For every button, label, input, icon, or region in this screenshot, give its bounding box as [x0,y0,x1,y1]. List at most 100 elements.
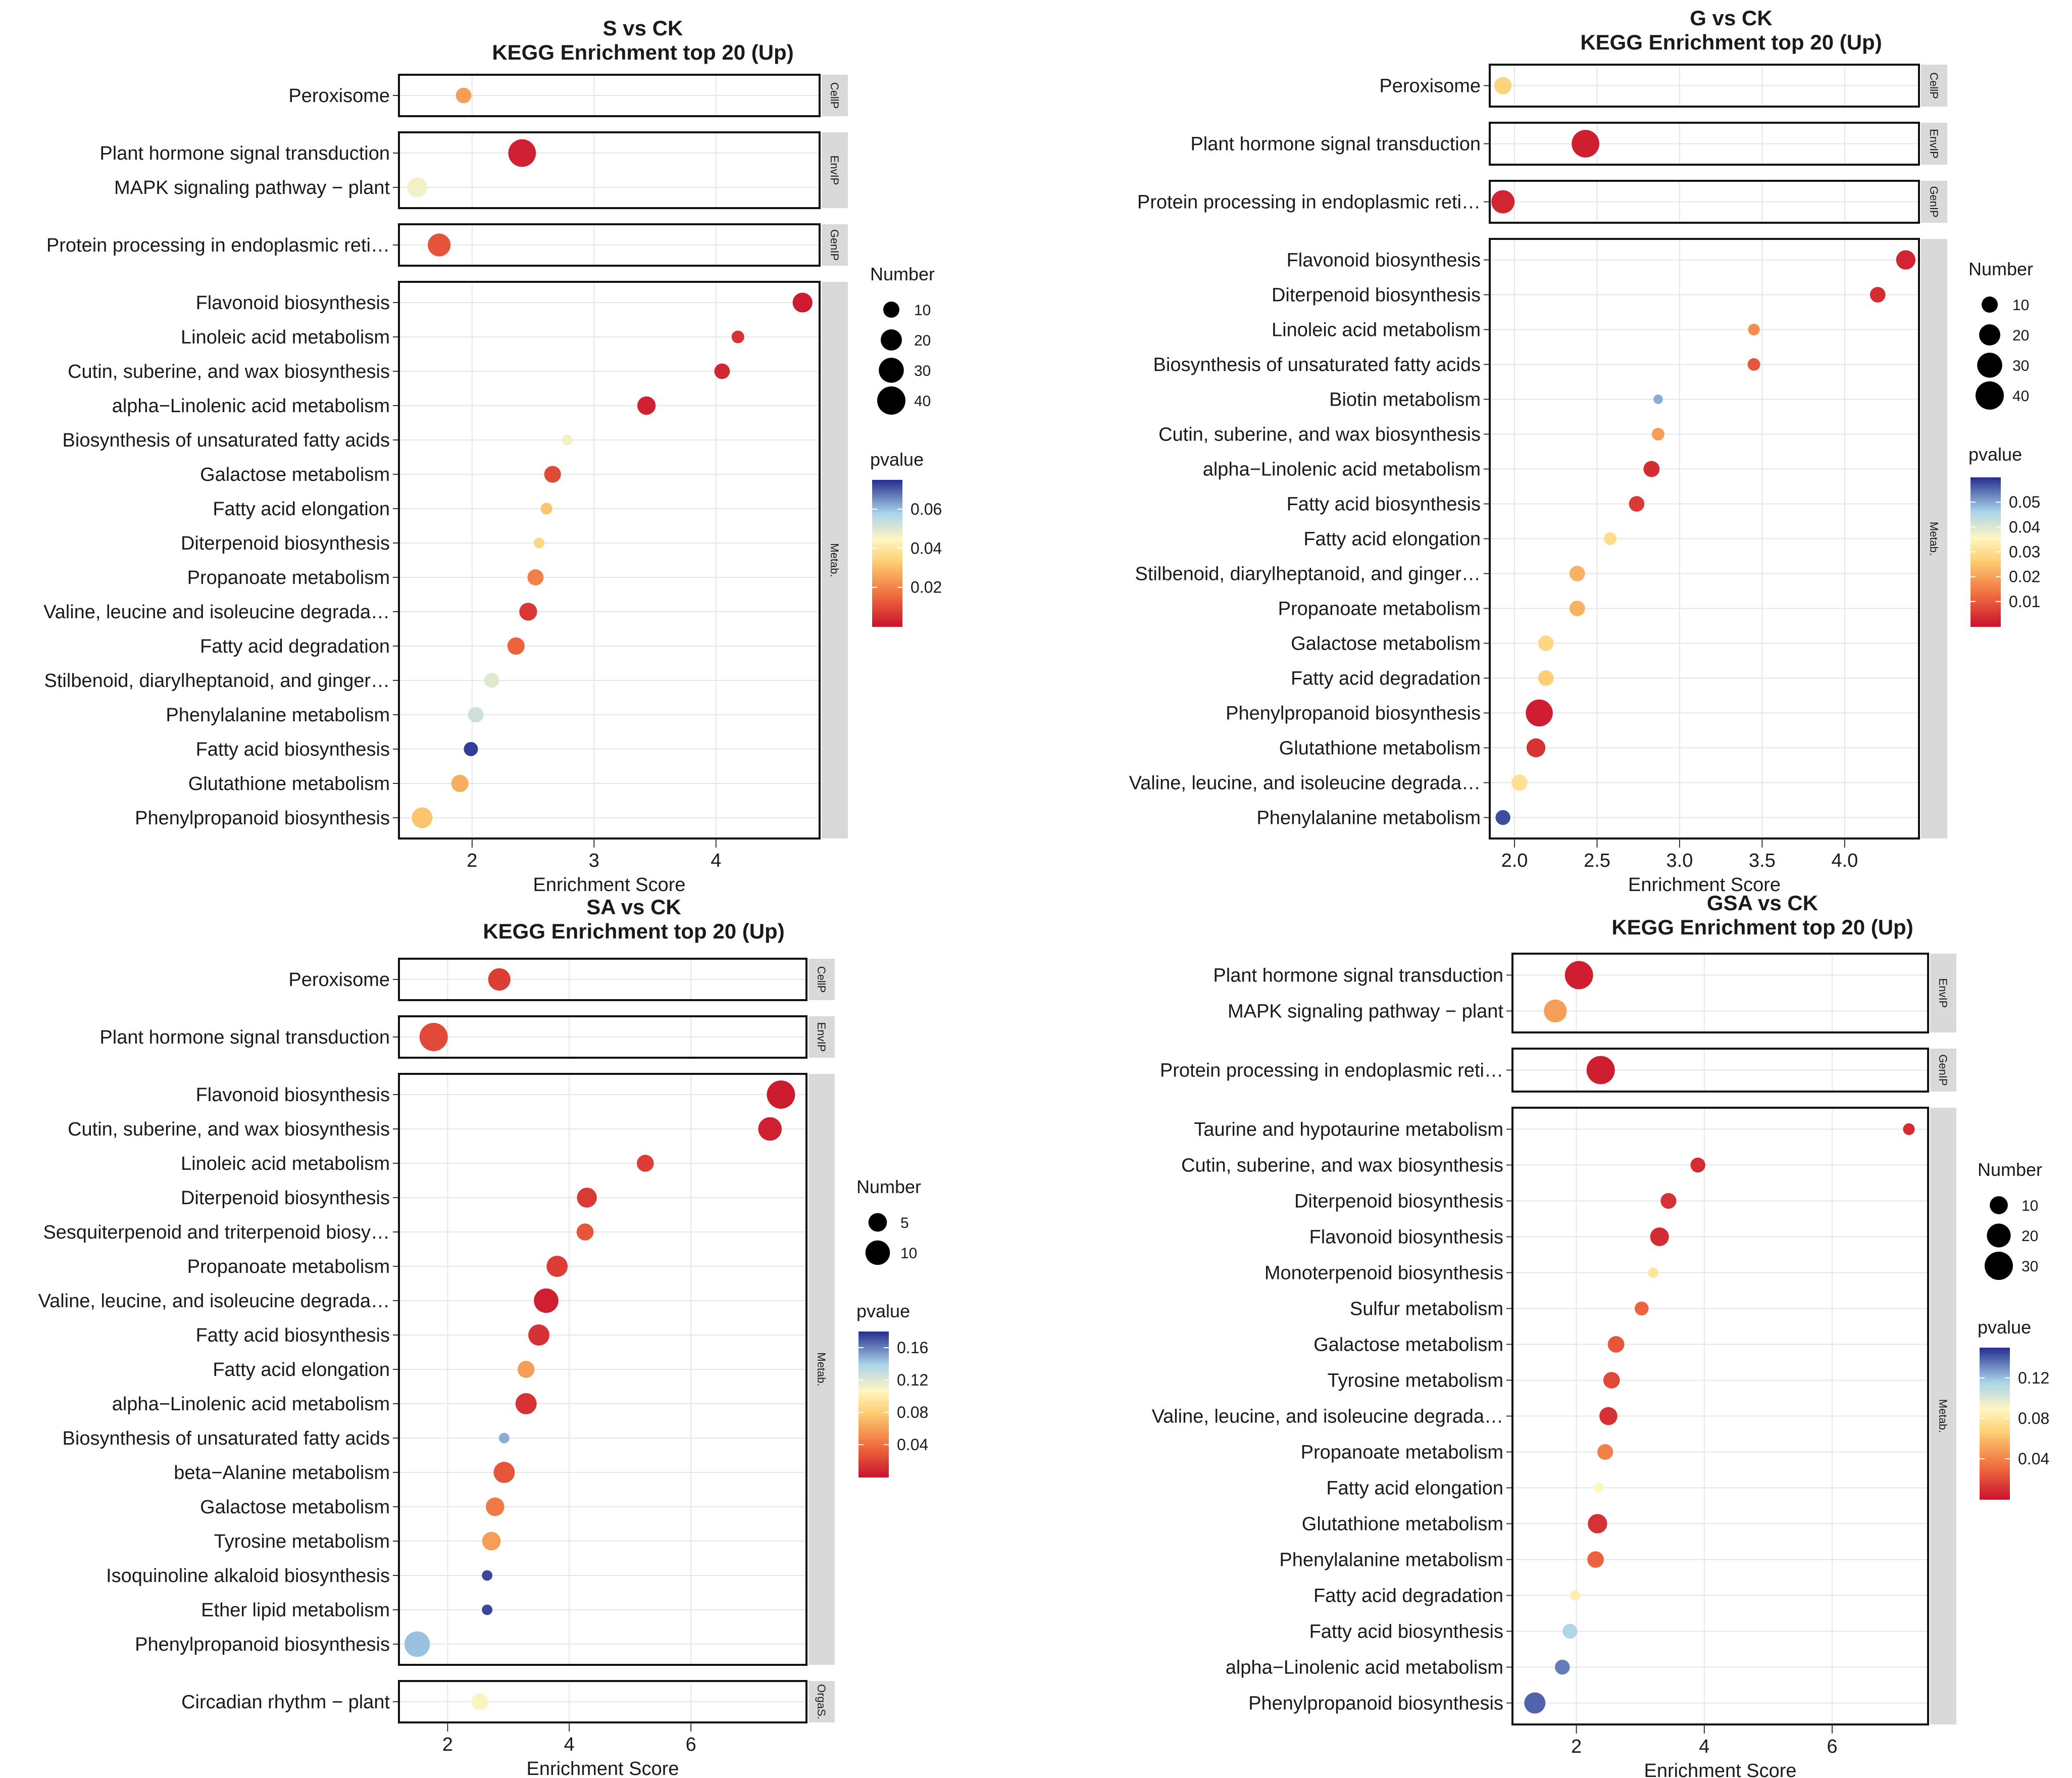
data-point [456,87,472,104]
colorbar-segment [872,551,902,554]
term-label: Fatty acid degradation [1291,668,1481,689]
colorbar-segment [1980,1446,2010,1449]
colorbar-segment [858,1397,889,1400]
data-point [1586,1056,1615,1084]
facet-strip [1921,123,1947,165]
colorbar-segment [1980,1441,2010,1444]
colorbar-segment [872,526,902,529]
colorbar-segment [858,1465,889,1468]
term-label: beta−Alanine metabolism [174,1462,390,1484]
colorbar-segment [1980,1386,2010,1389]
facet-strip [822,132,848,208]
colorbar-segment [1980,1360,2010,1363]
colorbar-segment [1980,1411,2010,1414]
colorbar-tick-label: 0.05 [2009,493,2040,511]
term-label: Sulfur metabolism [1350,1299,1503,1320]
term-label: Cutin, suberine, and wax biosynthesis [68,1119,390,1140]
colorbar-segment [1980,1474,2010,1477]
size-legend-title: Number [1968,259,2033,279]
facet-strip-label: GenIP [828,229,841,261]
term-label: Galactose metabolism [200,464,390,485]
colorbar-segment [1970,522,2001,525]
size-legend-title: Number [1978,1159,2042,1180]
term-label: Peroxisome [288,85,390,107]
colorbar-segment [1980,1370,2010,1373]
colorbar-segment [1980,1459,2010,1462]
colorbar-segment [1980,1358,2010,1361]
facet-strip-label: Metab. [815,1352,828,1386]
term-label: Diterpenoid biosynthesis [1294,1191,1503,1212]
color-legend-title: pvalue [856,1301,910,1321]
data-point [482,1570,493,1581]
colorbar-segment [1980,1391,2010,1394]
colorbar-segment [1980,1348,2010,1351]
colorbar-segment [858,1368,889,1371]
colorbar-segment [858,1331,889,1335]
facet-strip-label: CellP [828,82,841,109]
colorbar-segment [872,624,902,627]
colorbar-segment [858,1411,889,1415]
colorbar-segment [1970,505,2001,508]
colorbar-segment [1970,619,2001,622]
data-point [484,673,499,688]
data-point [485,1497,504,1516]
colorbar-segment [1980,1365,2010,1368]
term-label: Glutathione metabolism [1302,1514,1503,1535]
data-point [1643,461,1660,477]
facet-strip [1921,239,1947,838]
colorbar-segment [872,604,902,608]
colorbar-segment [872,492,902,495]
colorbar-segment [1970,574,2001,577]
colorbar-segment [858,1372,889,1376]
data-point [1690,1157,1705,1173]
facet-strip-label: EnvIP [1928,129,1940,159]
colorbar-segment [1980,1413,2010,1416]
facet-strip-label: GenIP [1928,186,1940,217]
colorbar-segment [858,1363,889,1366]
facet-frame [1489,122,1920,166]
colorbar-segment [1980,1418,2010,1421]
colorbar-segment [1970,527,2001,530]
colorbar-segment [1970,562,2001,565]
colorbar-segment [1980,1406,2010,1409]
colorbar-segment [872,575,902,578]
term-label: Fatty acid biosynthesis [196,1325,390,1346]
colorbar-segment [858,1462,889,1465]
colorbar-segment [872,480,902,483]
data-point [1651,428,1664,440]
colorbar-tick-label: 0.16 [897,1339,928,1357]
colorbar-segment [872,502,902,505]
term-label: Glutathione metabolism [188,773,390,795]
colorbar-segment [872,519,902,522]
data-point [1569,566,1585,581]
term-label: Flavonoid biosynthesis [1287,250,1481,271]
term-label: MAPK signaling pathway − plant [114,177,390,199]
colorbar-segment [1970,497,2001,501]
data-point [1526,699,1553,727]
colorbar-segment [1970,519,2001,523]
colorbar-segment [1970,581,2001,585]
colorbar-tick-label: 0.04 [897,1436,928,1454]
x-tick-label: 2 [442,1734,453,1755]
colorbar-segment [858,1450,889,1453]
term-label: Fatty acid elongation [1326,1478,1503,1499]
x-axis-label: Enrichment Score [1644,1760,1796,1778]
x-tick-label: 3.5 [1749,850,1776,871]
data-point [637,396,656,415]
data-point [1593,1483,1604,1493]
colorbar-segment [1980,1481,2010,1485]
colorbar-segment [858,1339,889,1342]
term-label: Valine, leucine, and isoleucine degrada… [1129,773,1481,794]
colorbar-segment [858,1460,889,1463]
colorbar-segment [1970,517,2001,520]
term-label: Plant hormone signal transduction [99,143,390,164]
colorbar-segment [1980,1393,2010,1396]
colorbar-segment [1970,579,2001,582]
term-label: Phenylpropanoid biosynthesis [135,1634,390,1655]
data-point [1629,496,1645,512]
colorbar-segment [858,1382,889,1386]
colorbar-segment [1970,599,2001,602]
term-label: Stilbenoid, diarylheptanoid, and ginger… [1135,564,1481,585]
term-label: Valine, leucine and isoleucine degrada… [43,602,390,623]
